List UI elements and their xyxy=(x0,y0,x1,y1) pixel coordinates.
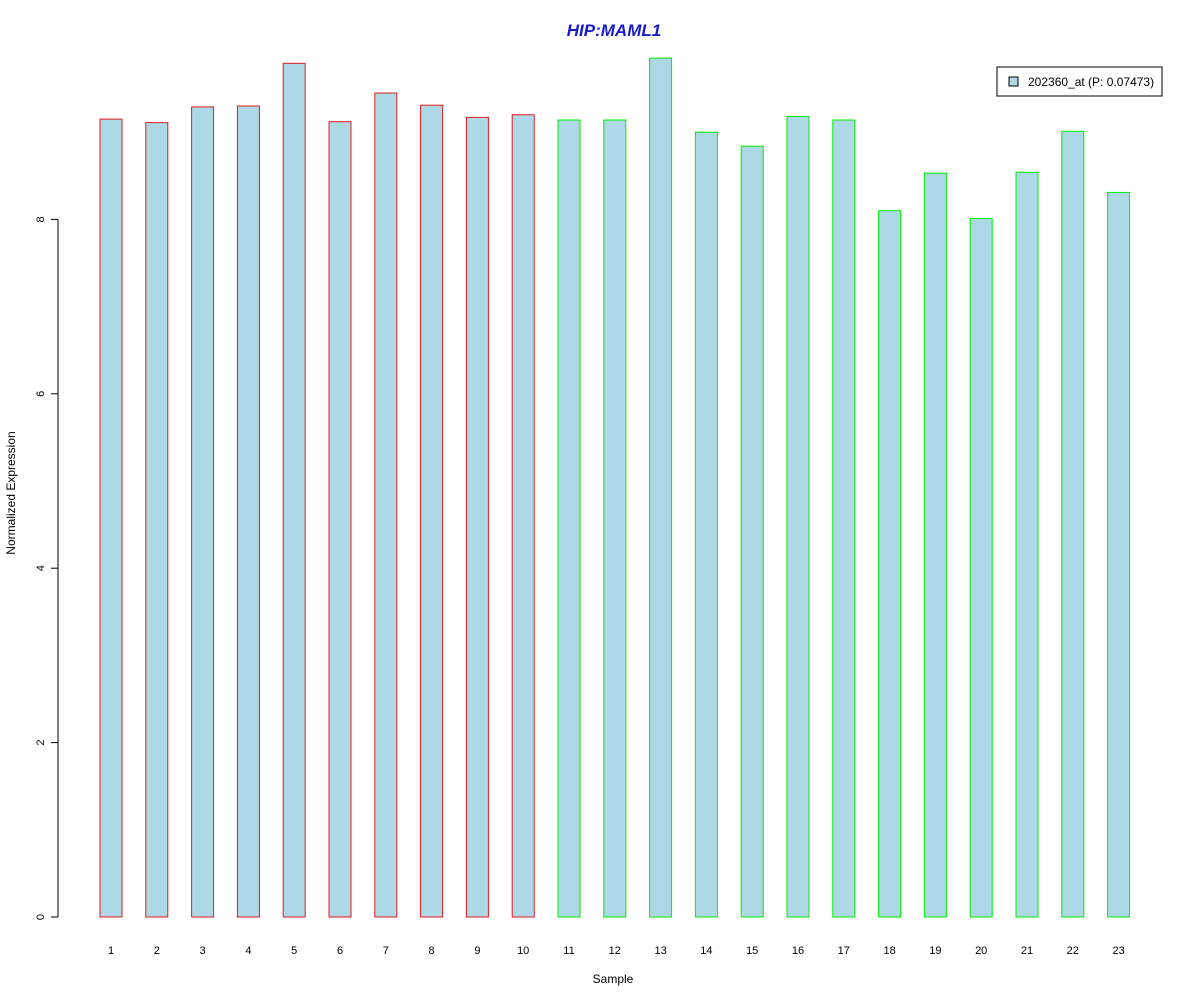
bar-sample-5 xyxy=(282,62,306,918)
y-tick-label: 8 xyxy=(35,216,47,222)
x-tick-label: 21 xyxy=(1021,945,1033,957)
x-tick-label: 6 xyxy=(337,945,343,957)
bar-sample-23 xyxy=(1107,191,1131,918)
bar-sample-9 xyxy=(465,116,489,918)
x-tick-label: 12 xyxy=(609,945,621,957)
legend-box xyxy=(996,66,1163,97)
y-axis: 0 2 4 6 8 xyxy=(35,216,59,920)
bar-sample-15 xyxy=(740,145,764,918)
chart-title: HIP:MAML1 xyxy=(567,21,661,40)
x-tick-label: 10 xyxy=(517,945,529,957)
bar-sample-11 xyxy=(557,119,581,918)
bar-sample-7 xyxy=(374,92,398,918)
x-tick-label: 13 xyxy=(654,945,666,957)
x-tick-labels: 1 2 3 4 5 6 7 8 9 10 11 12 13 14 15 16 17 18 19 20 21 22 23 xyxy=(108,945,1125,957)
x-tick-label: 17 xyxy=(838,945,850,957)
legend: 202360_at (P: 0.07473) xyxy=(996,66,1163,97)
x-tick-label: 7 xyxy=(383,945,389,957)
bar-sample-21 xyxy=(1015,171,1039,918)
bar-sample-22 xyxy=(1061,130,1085,918)
bar-sample-16 xyxy=(786,116,810,918)
bar-sample-10 xyxy=(511,114,535,918)
x-tick-label: 20 xyxy=(975,945,987,957)
bar-sample-8 xyxy=(420,104,444,918)
x-tick-label: 2 xyxy=(154,945,160,957)
bars xyxy=(99,57,1131,918)
x-tick-label: 19 xyxy=(929,945,941,957)
x-tick-label: 15 xyxy=(746,945,758,957)
y-tick-label: 6 xyxy=(35,391,47,397)
x-tick-label: 18 xyxy=(883,945,895,957)
bar-sample-17 xyxy=(832,119,856,918)
x-tick-label: 3 xyxy=(200,945,206,957)
bar-sample-6 xyxy=(328,121,352,918)
y-axis-label: Normalized Expression xyxy=(4,431,18,554)
x-tick-label: 16 xyxy=(792,945,804,957)
y-tick-label: 4 xyxy=(35,565,47,571)
bar-sample-2 xyxy=(145,122,169,918)
bar-sample-20 xyxy=(969,218,993,918)
bar-sample-19 xyxy=(923,172,947,918)
x-tick-label: 11 xyxy=(563,945,574,957)
x-tick-label: 5 xyxy=(291,945,297,957)
x-tick-label: 22 xyxy=(1067,945,1079,957)
legend-entry-label: 202360_at (P: 0.07473) xyxy=(1028,75,1154,89)
bar-sample-18 xyxy=(878,210,902,918)
x-axis-label: Sample xyxy=(593,972,634,986)
legend-swatch xyxy=(1008,76,1019,87)
y-tick-label: 2 xyxy=(35,740,47,746)
y-tick-label: 0 xyxy=(35,914,47,920)
x-tick-label: 23 xyxy=(1112,945,1124,957)
x-tick-label: 1 xyxy=(108,945,114,957)
x-tick-label: 14 xyxy=(700,945,712,957)
bar-sample-1 xyxy=(99,118,123,918)
bar-sample-3 xyxy=(191,106,215,918)
bar-sample-14 xyxy=(694,131,718,918)
bar-sample-13 xyxy=(649,57,673,918)
bar-sample-4 xyxy=(236,105,260,918)
bar-sample-12 xyxy=(603,119,627,918)
x-tick-label: 9 xyxy=(474,945,480,957)
x-tick-label: 8 xyxy=(429,945,435,957)
x-tick-label: 4 xyxy=(245,945,251,957)
